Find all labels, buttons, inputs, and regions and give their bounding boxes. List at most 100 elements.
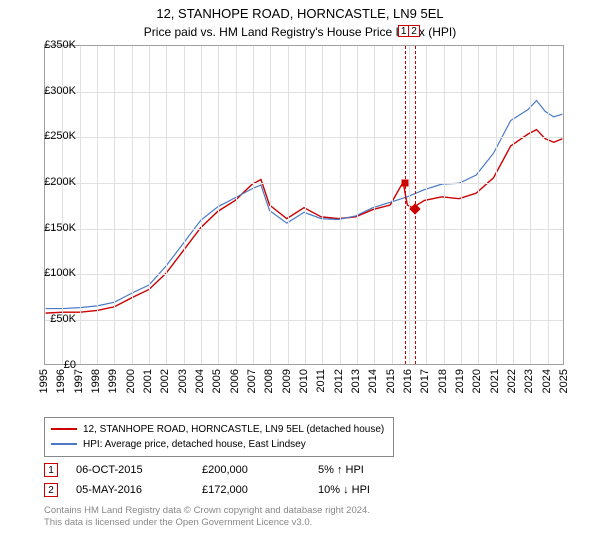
marker-line bbox=[405, 46, 406, 364]
transaction-date: 06-OCT-2015 bbox=[76, 464, 196, 476]
xaxis-label: 2017 bbox=[419, 369, 431, 393]
hgrid bbox=[45, 137, 563, 138]
vgrid bbox=[236, 46, 237, 364]
xaxis-label: 2020 bbox=[471, 369, 483, 393]
yaxis-label: £100K bbox=[44, 267, 76, 279]
vgrid bbox=[513, 46, 514, 364]
xaxis-label: 2022 bbox=[506, 369, 518, 393]
chart-area: £0£50K£100K£150K£200K£250K£300K£350K1995… bbox=[44, 45, 600, 415]
vgrid bbox=[444, 46, 445, 364]
xaxis-label: 2012 bbox=[333, 369, 345, 393]
vgrid bbox=[374, 46, 375, 364]
legend-item: HPI: Average price, detached house, East… bbox=[51, 437, 387, 452]
footer-line2: This data is licensed under the Open Gov… bbox=[44, 517, 590, 529]
xaxis-label: 2013 bbox=[350, 369, 362, 393]
hgrid bbox=[45, 229, 563, 230]
hgrid bbox=[45, 183, 563, 184]
vgrid bbox=[288, 46, 289, 364]
yaxis-label: £250K bbox=[44, 130, 76, 142]
series-line bbox=[46, 100, 563, 308]
vgrid bbox=[201, 46, 202, 364]
xaxis-label: 2019 bbox=[454, 369, 466, 393]
yaxis-label: £300K bbox=[44, 85, 76, 97]
chart-lines bbox=[45, 46, 563, 364]
vgrid bbox=[496, 46, 497, 364]
vgrid bbox=[149, 46, 150, 364]
vgrid bbox=[478, 46, 479, 364]
vgrid bbox=[97, 46, 98, 364]
hgrid bbox=[45, 274, 563, 275]
legend-swatch bbox=[51, 428, 77, 430]
xaxis-label: 1999 bbox=[107, 369, 119, 393]
vgrid bbox=[322, 46, 323, 364]
hgrid bbox=[45, 92, 563, 93]
yaxis-label: £350K bbox=[44, 39, 76, 51]
xaxis-label: 2003 bbox=[177, 369, 189, 393]
legend-item: 12, STANHOPE ROAD, HORNCASTLE, LN9 5EL (… bbox=[51, 422, 387, 437]
xaxis-label: 2015 bbox=[385, 369, 397, 393]
vgrid bbox=[426, 46, 427, 364]
xaxis-label: 2002 bbox=[159, 369, 171, 393]
xaxis-label: 2008 bbox=[263, 369, 275, 393]
legend-label: 12, STANHOPE ROAD, HORNCASTLE, LN9 5EL (… bbox=[83, 422, 384, 437]
xaxis-label: 1996 bbox=[55, 369, 67, 393]
xaxis-label: 1997 bbox=[73, 369, 85, 393]
yaxis-label: £200K bbox=[44, 176, 76, 188]
xaxis-label: 2024 bbox=[541, 369, 553, 393]
vgrid bbox=[270, 46, 271, 364]
vgrid bbox=[548, 46, 549, 364]
plot-box bbox=[44, 45, 564, 365]
vgrid bbox=[132, 46, 133, 364]
transaction-row: 2 05-MAY-2016 £172,000 10% ↓ HPI bbox=[44, 483, 590, 497]
vgrid bbox=[357, 46, 358, 364]
footer: Contains HM Land Registry data © Crown c… bbox=[44, 505, 590, 530]
xaxis-label: 2006 bbox=[229, 369, 241, 393]
legend-swatch bbox=[51, 443, 77, 445]
xaxis-label: 2007 bbox=[246, 369, 258, 393]
transaction-date: 05-MAY-2016 bbox=[76, 484, 196, 496]
xaxis-label: 2000 bbox=[125, 369, 137, 393]
xaxis-label: 2004 bbox=[194, 369, 206, 393]
footer-line1: Contains HM Land Registry data © Crown c… bbox=[44, 505, 590, 517]
xaxis-label: 2009 bbox=[281, 369, 293, 393]
xaxis-label: 2005 bbox=[211, 369, 223, 393]
transaction-price: £172,000 bbox=[202, 484, 312, 496]
xaxis-label: 2025 bbox=[558, 369, 570, 393]
transaction-row: 106-OCT-2015£200,0005% ↑ HPI bbox=[44, 463, 590, 477]
transaction-delta: 5% ↑ HPI bbox=[318, 464, 364, 476]
vgrid bbox=[305, 46, 306, 364]
yaxis-label: £150K bbox=[44, 222, 76, 234]
chart-subtitle: Price paid vs. HM Land Registry's House … bbox=[10, 25, 590, 39]
xaxis-label: 2011 bbox=[315, 369, 327, 393]
transaction-index: 2 bbox=[44, 483, 58, 497]
yaxis-label: £50K bbox=[50, 313, 76, 325]
vgrid bbox=[461, 46, 462, 364]
vgrid bbox=[80, 46, 81, 364]
vgrid bbox=[340, 46, 341, 364]
transaction-delta: 10% ↓ HPI bbox=[318, 484, 370, 496]
series-line bbox=[46, 129, 563, 313]
xaxis-label: 2023 bbox=[523, 369, 535, 393]
xaxis-label: 2010 bbox=[298, 369, 310, 393]
legend-label: HPI: Average price, detached house, East… bbox=[83, 437, 306, 452]
vgrid bbox=[409, 46, 410, 364]
xaxis-label: 2021 bbox=[489, 369, 501, 393]
transaction-price: £200,000 bbox=[202, 464, 312, 476]
sale-point bbox=[401, 180, 408, 187]
marker-index-box: 2 bbox=[408, 25, 420, 37]
vgrid bbox=[114, 46, 115, 364]
xaxis-label: 2018 bbox=[437, 369, 449, 393]
xaxis-label: 1998 bbox=[90, 369, 102, 393]
vgrid bbox=[530, 46, 531, 364]
vgrid bbox=[218, 46, 219, 364]
hgrid bbox=[45, 320, 563, 321]
xaxis-label: 2016 bbox=[402, 369, 414, 393]
legend-box: 12, STANHOPE ROAD, HORNCASTLE, LN9 5EL (… bbox=[44, 417, 394, 457]
vgrid bbox=[166, 46, 167, 364]
vgrid bbox=[392, 46, 393, 364]
chart-title: 12, STANHOPE ROAD, HORNCASTLE, LN9 5EL bbox=[10, 6, 590, 23]
xaxis-label: 2001 bbox=[142, 369, 154, 393]
xaxis-label: 1995 bbox=[38, 369, 50, 393]
xaxis-label: 2014 bbox=[367, 369, 379, 393]
vgrid bbox=[184, 46, 185, 364]
